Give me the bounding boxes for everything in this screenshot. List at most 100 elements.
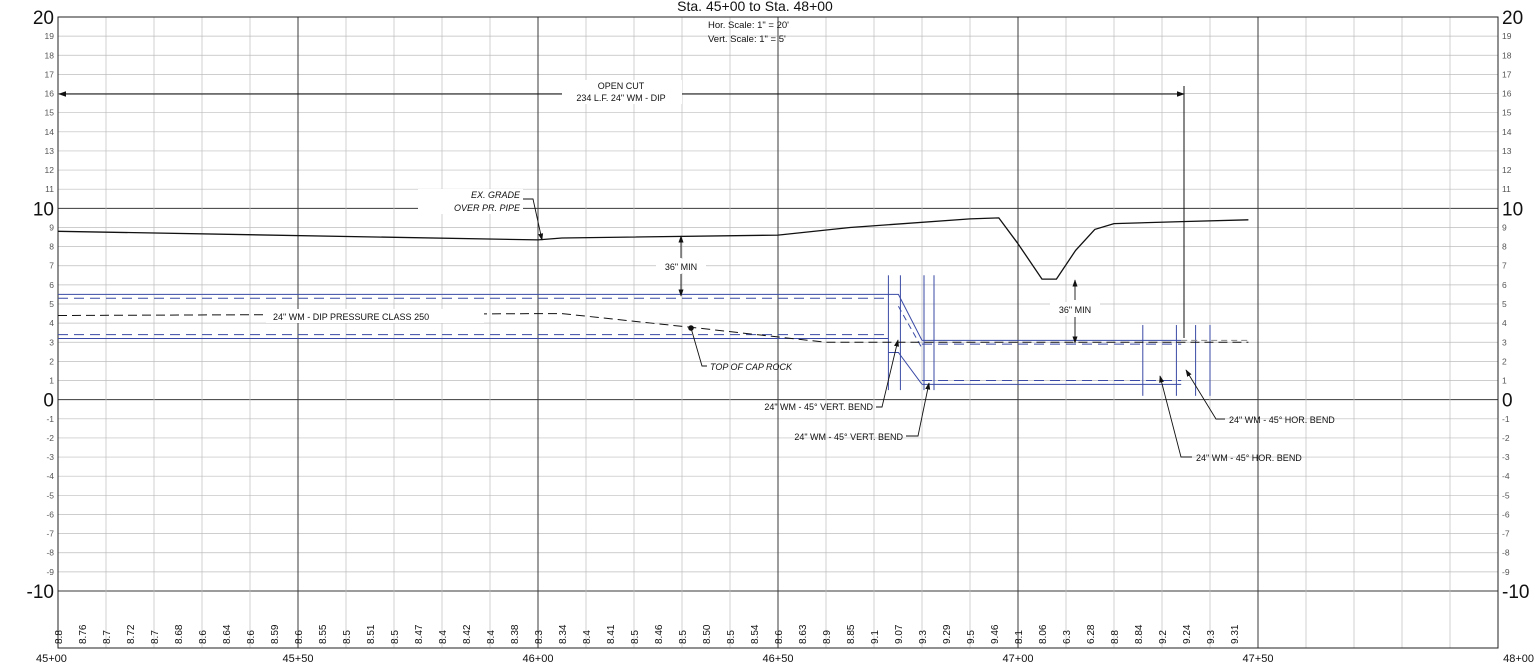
elevation-value: 8.38: [510, 624, 521, 644]
y-minor-label-left: 5: [49, 299, 54, 309]
y-minor-label-right: 19: [1502, 31, 1512, 41]
ex-grade-label: EX. GRADE: [471, 190, 521, 200]
elevation-value: 9.29: [942, 624, 953, 644]
elevation-value: 8.5: [678, 630, 689, 644]
vertical-scale: Vert. Scale: 1" = 5': [708, 34, 786, 45]
y-minor-label-left: -6: [46, 509, 54, 519]
station-label: 45+00: [36, 653, 67, 665]
y-minor-label-left: 19: [45, 31, 55, 41]
y-minor-label-left: -3: [46, 452, 54, 462]
elevation-value: 8.59: [270, 624, 281, 644]
elevation-value: 8.46: [654, 624, 665, 644]
horizontal-scale: Hor. Scale: 1" = 20': [708, 20, 789, 31]
pipe-label-bg: [266, 309, 484, 323]
cap-rock-leader: [690, 327, 707, 367]
y-major-label-right: -10: [1502, 582, 1529, 603]
y-minor-label-left: 18: [45, 50, 55, 60]
elevation-value: 8.6: [198, 630, 209, 644]
y-minor-label-right: 6: [1502, 280, 1507, 290]
vert-bend-label-1: 24" WM - 45° VERT. BEND: [764, 402, 873, 412]
elevation-value: 8.76: [78, 624, 89, 644]
elevation-value: 8.63: [798, 624, 809, 644]
elevation-value: 8.5: [390, 630, 401, 644]
elevation-value: 9.2: [1158, 630, 1169, 644]
elevation-value: 6.3: [1062, 630, 1073, 644]
y-minor-label-left: 16: [45, 89, 55, 99]
y-minor-label-left: -8: [46, 548, 54, 558]
y-minor-label-right: 3: [1502, 337, 1507, 347]
y-minor-label-left: 3: [49, 337, 54, 347]
elevation-value: 8.9: [822, 630, 833, 644]
elevation-value: 8.06: [1038, 624, 1049, 644]
y-minor-label-left: 6: [49, 280, 54, 290]
y-minor-label-right: 2: [1502, 356, 1507, 366]
y-minor-label-right: 11: [1502, 184, 1511, 194]
y-minor-label-right: -8: [1502, 548, 1510, 558]
y-minor-label-right: 8: [1502, 242, 1507, 252]
elevation-value: 9.24: [1182, 624, 1193, 644]
station-label: 46+00: [523, 653, 554, 665]
min-cover-label-2: 36" MIN: [1059, 305, 1091, 315]
plot-frame: [57, 16, 1499, 649]
open-cut-label-bg: [562, 80, 682, 104]
y-major-label-left: 10: [33, 199, 54, 220]
elevation-value: 8.6: [294, 630, 305, 644]
elevation-value: 8.4: [438, 630, 449, 644]
y-major-label-left: -10: [27, 582, 54, 603]
y-minor-label-left: 1: [49, 376, 54, 386]
elevation-value: 8.5: [342, 630, 353, 644]
elevation-value: 8.41: [606, 624, 617, 644]
y-minor-label-right: 5: [1502, 299, 1507, 309]
elevation-value: 8.7: [150, 630, 161, 644]
y-minor-label-right: -3: [1502, 452, 1510, 462]
elevation-value: 8.72: [126, 624, 137, 644]
y-minor-label-left: 17: [45, 69, 55, 79]
elevation-value: 8.5: [630, 630, 641, 644]
y-minor-label-left: 7: [49, 261, 54, 271]
elevation-value: 6.28: [1086, 624, 1097, 644]
open-cut-length-label: 234 L.F. 24" WM - DIP: [576, 93, 665, 103]
elevation-value: 8.8: [1110, 630, 1121, 644]
station-label: 47+50: [1243, 653, 1274, 665]
elevation-value: 9.31: [1230, 624, 1241, 644]
elevation-value: 8.7: [102, 630, 113, 644]
bend-upper-wall: [888, 293, 923, 341]
water-main-pipe: [58, 275, 1249, 396]
elevation-value: 8.84: [1134, 624, 1145, 644]
y-minor-label-left: 11: [45, 184, 54, 194]
hor-bend-label-2: 24" WM - 45° HOR. BEND: [1196, 453, 1302, 463]
elevation-value: 8.54: [750, 624, 761, 644]
y-major-label-right: 0: [1502, 391, 1513, 412]
y-minor-label-right: 18: [1502, 50, 1512, 60]
elevation-value: 8.51: [366, 624, 377, 644]
y-minor-label-left: -2: [46, 433, 54, 443]
elevation-value: 9.1: [870, 630, 881, 644]
station-label: 46+50: [763, 653, 794, 665]
y-minor-label-left: -7: [46, 529, 54, 539]
hor-bend-leader-1: [1185, 369, 1225, 420]
y-minor-label-right: -9: [1502, 567, 1510, 577]
cap-rock-label: TOP OF CAP ROCK: [710, 362, 793, 372]
station-label: 48+00: [1503, 653, 1534, 665]
y-minor-label-right: 16: [1502, 89, 1512, 99]
elevation-value: 8.4: [582, 630, 593, 644]
ex-grade-leader: [522, 198, 544, 241]
y-minor-label-right: -5: [1502, 490, 1510, 500]
y-minor-label-right: 15: [1502, 108, 1512, 118]
y-minor-label-right: -1: [1502, 414, 1510, 424]
elevation-value: 8.6: [774, 630, 785, 644]
elevation-value: 8.1: [1014, 630, 1025, 644]
y-minor-label-right: 14: [1502, 127, 1512, 137]
y-major-label-right: 10: [1502, 199, 1523, 220]
elevation-value: 8.4: [486, 630, 497, 644]
y-minor-label-left: -1: [46, 414, 54, 424]
open-cut-label: OPEN CUT: [598, 81, 645, 91]
min-cover-label-bg-1: [656, 259, 706, 273]
elevation-value: 9.3: [1206, 630, 1217, 644]
y-minor-label-left: 13: [45, 146, 55, 156]
vert-bend-label-2: 24" WM - 45° VERT. BEND: [794, 432, 903, 442]
ex-grade-label-bg: [418, 189, 523, 214]
